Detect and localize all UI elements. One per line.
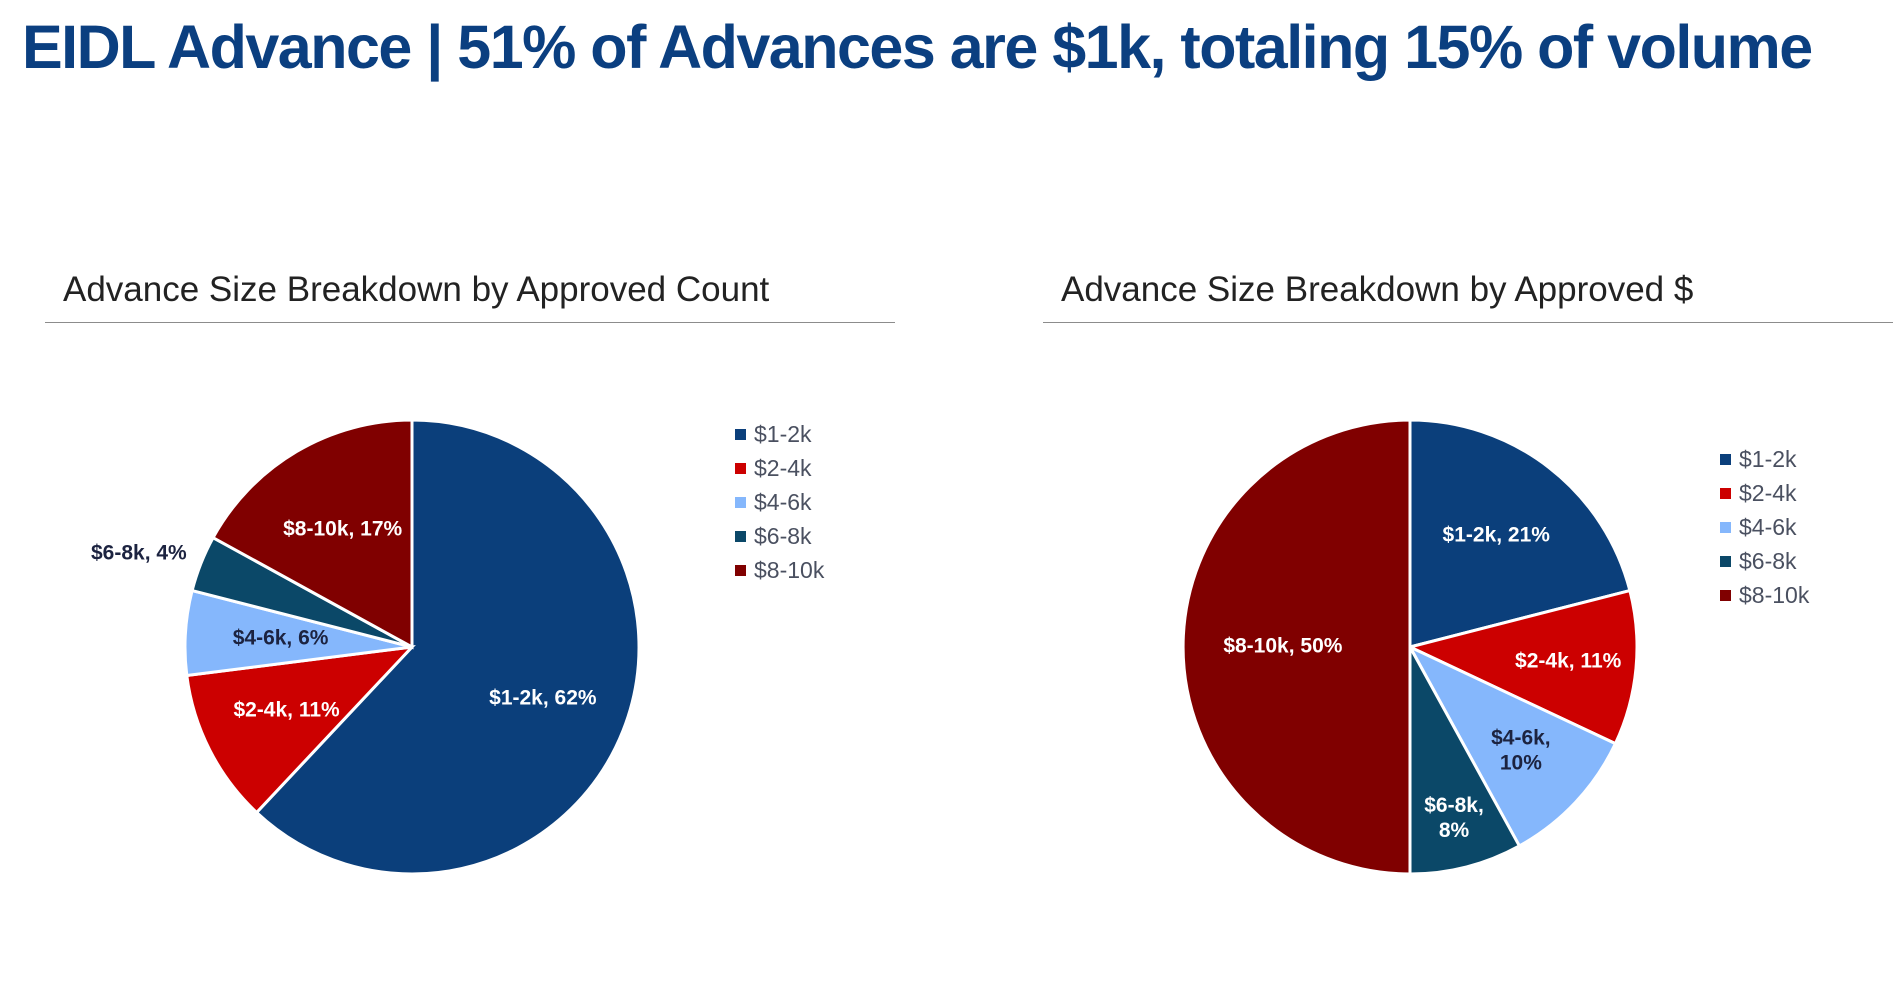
pie-chart-approved-count: $1-2k, 62% $2-4k, 11% $4-6k, 6% $6-8k, 4% $8… — [91, 418, 641, 876]
chart-title-approved-dollars: Advance Size Breakdown by Approved $ — [1043, 270, 1893, 323]
data-label-1-2k: $1-2k, 21% — [1443, 523, 1551, 546]
data-label-8-10k: $8-10k, 17% — [283, 517, 402, 540]
data-label-6-8k: $6-8k, 8% — [1424, 793, 1484, 841]
legend-swatch-4-6k — [735, 496, 746, 508]
legend-label-2-4k: $2-4k — [1739, 480, 1797, 506]
pie-slice-1-2k — [1408, 418, 1632, 649]
chart-approved-count: Advance Size Breakdown by Approved Count… — [45, 270, 895, 910]
data-label-8-10k: $8-10k, 50% — [1223, 635, 1342, 658]
legend-label-1-2k: $1-2k — [1739, 446, 1797, 472]
legend-swatch-8-10k — [1720, 589, 1731, 601]
legend-label-6-8k: $6-8k — [1739, 548, 1797, 574]
data-label-6-8k: $6-8k, 4% — [91, 541, 187, 564]
pie-slice-6-8k — [1408, 646, 1522, 876]
legend-label-8-10k: $8-10k — [754, 557, 825, 583]
legend-approved-dollars: $1-2k $2-4k $4-6k $6-8k $8-10k — [1720, 442, 1809, 612]
data-label-4-6k: $4-6k, 6% — [233, 626, 329, 649]
data-label-1-2k: $1-2k, 62% — [489, 686, 597, 709]
pie-slice-2-4k — [1405, 588, 1639, 746]
pie-slice-2-4k — [185, 644, 416, 815]
pie-slice-4-6k — [1406, 643, 1618, 848]
legend-item-1-2k: $1-2k — [1720, 442, 1809, 476]
pie-slice-8-10k — [1181, 418, 1412, 876]
data-label-4-6k: $4-6k, 10% — [1491, 726, 1551, 774]
pie-chart-approved-dollars: $1-2k, 21% $2-4k, 11% $4-6k, 10%$6-8k, 8% $8-… — [1181, 418, 1639, 876]
legend-swatch-4-6k — [1720, 521, 1731, 533]
legend-swatch-1-2k — [735, 428, 746, 440]
legend-label-2-4k: $2-4k — [754, 455, 812, 481]
chart-title-approved-count: Advance Size Breakdown by Approved Count — [45, 270, 895, 323]
legend-swatch-6-8k — [1720, 555, 1731, 567]
legend-swatch-2-4k — [1720, 487, 1731, 499]
legend-item-6-8k: $6-8k — [735, 519, 824, 553]
legend-item-2-4k: $2-4k — [735, 451, 824, 485]
legend-item-4-6k: $4-6k — [1720, 510, 1809, 544]
legend-item-2-4k: $2-4k — [1720, 476, 1809, 510]
pie-slice-8-10k — [211, 418, 414, 650]
legend-label-8-10k: $8-10k — [1739, 582, 1810, 608]
data-label-2-4k: $2-4k, 11% — [1515, 650, 1622, 673]
chart-approved-dollars: Advance Size Breakdown by Approved $ $1-… — [1043, 270, 1893, 910]
legend-swatch-1-2k — [1720, 453, 1731, 465]
legend-label-6-8k: $6-8k — [754, 523, 812, 549]
legend-label-4-6k: $4-6k — [754, 489, 812, 515]
legend-item-6-8k: $6-8k — [1720, 544, 1809, 578]
legend-swatch-6-8k — [735, 530, 746, 542]
legend-item-1-2k: $1-2k — [735, 417, 824, 451]
legend-item-8-10k: $8-10k — [735, 553, 824, 587]
legend-item-8-10k: $8-10k — [1720, 578, 1809, 612]
legend-swatch-2-4k — [735, 462, 746, 474]
page-title: EIDL Advance | 51% of Advances are $1k, … — [22, 13, 1813, 81]
legend-label-1-2k: $1-2k — [754, 421, 812, 447]
data-label-2-4k: $2-4k, 11% — [233, 698, 340, 721]
pie-slice-1-2k — [254, 418, 641, 876]
legend-swatch-8-10k — [735, 564, 746, 576]
legend-approved-count: $1-2k $2-4k $4-6k $6-8k $8-10k — [735, 417, 824, 587]
legend-item-4-6k: $4-6k — [735, 485, 824, 519]
legend-label-4-6k: $4-6k — [1739, 514, 1797, 540]
